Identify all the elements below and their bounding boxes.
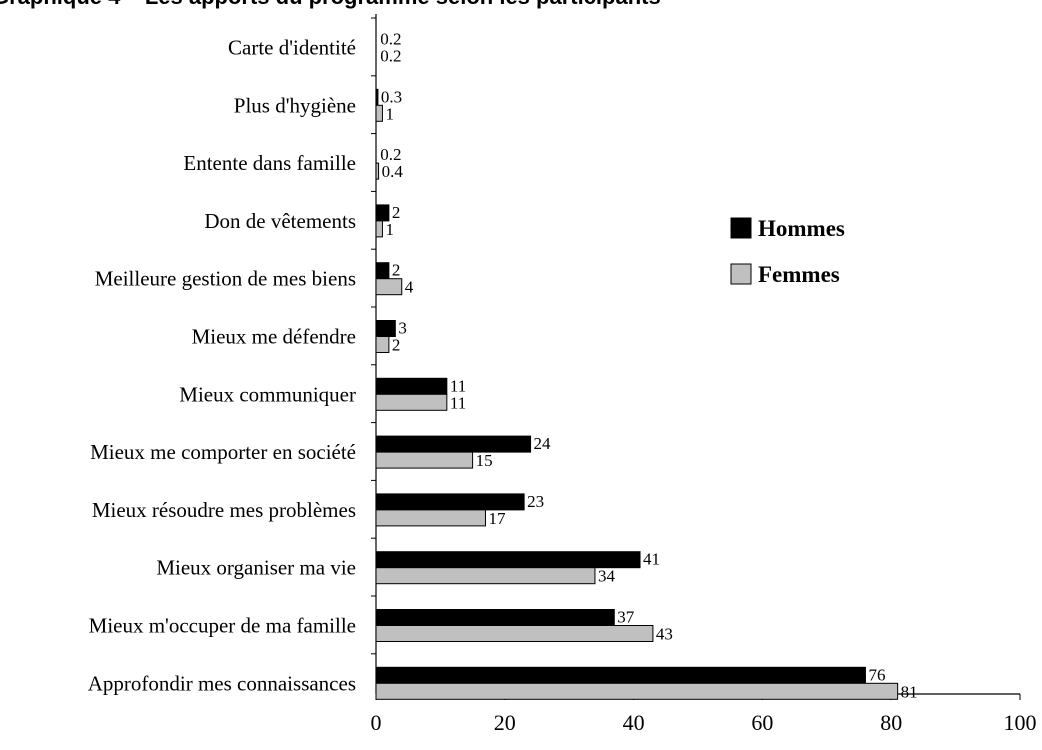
bar-hommes (375, 88, 379, 106)
bar-femmes (375, 682, 899, 700)
data-label: 1 (385, 220, 394, 239)
data-label: 43 (656, 625, 673, 644)
legend-swatch (730, 217, 752, 239)
bar-hommes (375, 609, 615, 626)
data-label: 11 (450, 393, 466, 412)
data-label: 24 (534, 434, 552, 453)
data-label: 1 (385, 104, 394, 123)
category-label: Entente dans famille (183, 151, 356, 175)
bar-femmes (375, 220, 383, 238)
bar-hommes (375, 435, 532, 453)
bar-hommes (375, 320, 396, 337)
data-label: 0.4 (382, 162, 404, 181)
data-label: 37 (617, 608, 635, 627)
category-label: Don de vêtements (204, 209, 356, 233)
data-label: 15 (476, 451, 493, 470)
bar-hommes (375, 551, 641, 569)
x-tick-label: 20 (494, 710, 516, 735)
category-label: Meilleure gestion de mes biens (95, 267, 356, 291)
x-tick-label: 60 (751, 710, 773, 735)
data-label: 41 (643, 550, 660, 569)
data-label: 0.3 (381, 87, 402, 106)
legend-label: Hommes (758, 216, 845, 241)
bar-hommes (375, 204, 390, 222)
bar-femmes (375, 336, 390, 353)
legend-swatch (730, 263, 752, 285)
bar-femmes (375, 509, 486, 527)
data-label: 4 (405, 278, 414, 297)
data-label: 0.2 (380, 145, 401, 164)
x-tick-label: 40 (623, 710, 645, 735)
chart-title: Graphique 4 – Les apports du programme s… (0, 0, 661, 9)
bar-hommes (375, 666, 866, 684)
data-label: 2 (392, 336, 401, 355)
data-label: 23 (527, 492, 544, 511)
category-label: Mieux organiser ma vie (156, 556, 356, 580)
bar-hommes (375, 377, 448, 395)
bar-hommes (375, 262, 390, 280)
data-label: 2 (392, 261, 401, 280)
x-tick-label: 80 (880, 710, 902, 735)
bar-femmes (375, 104, 383, 122)
bar-femmes (375, 393, 448, 411)
category-label: Mieux me défendre (192, 325, 356, 349)
data-label: 2 (392, 203, 401, 222)
bar-femmes (375, 567, 596, 585)
data-label: 11 (450, 376, 466, 395)
category-label: Mieux m'occuper de ma famille (89, 614, 356, 638)
bar-femmes (375, 162, 380, 180)
data-label: 0.2 (380, 47, 401, 66)
category-label: Approfondir mes connaissances (88, 671, 356, 695)
bar-femmes (375, 625, 654, 642)
x-tick-label: 100 (1004, 710, 1037, 735)
category-label: Mieux résoudre mes problèmes (92, 498, 356, 522)
data-label: 17 (488, 509, 506, 528)
bar-hommes (375, 493, 525, 511)
data-label: 34 (598, 567, 616, 586)
data-label: 0.2 (380, 30, 401, 49)
bar-femmes (375, 451, 474, 469)
category-label: Mieux communiquer (179, 382, 356, 406)
x-tick-label: 0 (371, 710, 382, 735)
category-label: Carte d'identité (228, 36, 356, 60)
category-label: Mieux me comporter en société (90, 440, 356, 464)
data-label: 3 (398, 319, 407, 338)
legend-label: Femmes (758, 262, 840, 287)
bar-femmes (375, 278, 403, 296)
legend: Hommes Femmes (730, 216, 845, 287)
category-label: Plus d'hygiène (234, 93, 356, 117)
data-label: 76 (868, 665, 885, 684)
data-label: 81 (901, 682, 918, 701)
